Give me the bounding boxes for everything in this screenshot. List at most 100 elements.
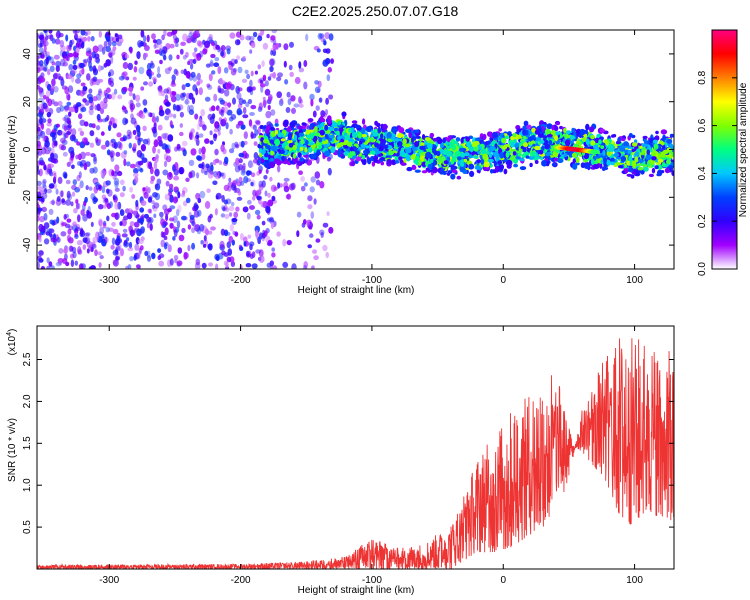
heatmap-cell	[446, 150, 453, 157]
heatmap-cell	[480, 158, 485, 165]
heatmap-cell	[396, 133, 403, 139]
snr-y-tick-label: 2.0	[22, 394, 33, 408]
heatmap-cell	[187, 104, 191, 113]
heatmap-cell	[187, 244, 191, 252]
heatmap-cell	[326, 157, 331, 162]
heatmap-cell	[202, 39, 206, 45]
heatmap-cell	[152, 126, 157, 134]
heatmap-cell	[217, 124, 222, 132]
heatmap-cell	[405, 154, 411, 162]
heatmap-cell	[70, 259, 75, 268]
heatmap-cell	[237, 87, 243, 92]
heatmap-cell	[325, 251, 330, 259]
heatmap-cell	[45, 231, 51, 236]
heatmap-cell	[135, 199, 139, 208]
heatmap-cell	[313, 135, 318, 142]
heatmap-cell	[169, 258, 174, 266]
heatmap-cell	[452, 156, 457, 162]
heatmap-cell	[37, 43, 43, 49]
heatmap-x-tick-label: -100	[362, 275, 382, 286]
heatmap-cell	[88, 48, 92, 54]
heatmap-cell	[99, 100, 105, 109]
heatmap-cell	[163, 30, 167, 37]
heatmap-cell	[90, 153, 96, 158]
heatmap-cell	[303, 60, 308, 67]
heatmap-cell	[599, 128, 606, 133]
heatmap-cell	[483, 166, 488, 172]
heatmap-cell	[175, 93, 181, 101]
heatmap-cell	[74, 260, 79, 266]
heatmap-cell	[337, 120, 341, 126]
heatmap-cell	[146, 255, 152, 262]
heatmap-cell	[94, 249, 98, 257]
heatmap-cell	[208, 262, 213, 267]
heatmap-cell	[654, 165, 659, 170]
heatmap-cell	[245, 263, 252, 268]
heatmap-cell	[474, 165, 481, 170]
heatmap-cell	[345, 134, 351, 141]
heatmap-cell	[225, 231, 231, 236]
heatmap-cell	[63, 132, 67, 140]
heatmap-cell	[42, 180, 47, 189]
heatmap-cell	[499, 151, 504, 159]
heatmap-cell	[513, 139, 517, 144]
heatmap-cell	[355, 156, 362, 162]
heatmap-cell	[271, 195, 276, 202]
heatmap-cell	[47, 118, 52, 124]
heatmap-cell	[664, 167, 671, 174]
heatmap-cell	[288, 183, 295, 191]
heatmap-cell	[117, 94, 123, 100]
heatmap-cell	[51, 78, 56, 87]
heatmap-cell	[286, 127, 292, 133]
heatmap-cell	[58, 32, 64, 38]
heatmap-cell	[194, 53, 201, 62]
heatmap-cell	[262, 229, 266, 235]
heatmap-cell	[141, 157, 148, 163]
heatmap-cell	[319, 181, 325, 189]
heatmap-cell	[259, 79, 264, 84]
heatmap-cell	[91, 51, 97, 59]
heatmap-cell	[227, 102, 232, 108]
heatmap-cell	[566, 130, 571, 135]
heatmap-cell	[259, 77, 265, 83]
heatmap-cell	[277, 164, 281, 173]
heatmap-cell	[284, 145, 290, 150]
heatmap-cell	[159, 59, 163, 65]
heatmap-cell	[48, 30, 53, 34]
heatmap-cell	[246, 212, 251, 220]
heatmap-cell	[68, 106, 75, 113]
heatmap-cell	[74, 33, 78, 41]
heatmap-cell	[631, 160, 637, 167]
heatmap-cell	[148, 216, 154, 224]
heatmap-cell	[237, 120, 244, 126]
heatmap-cell	[408, 131, 413, 139]
heatmap-cell	[92, 76, 98, 82]
heatmap-cell	[489, 169, 494, 174]
heatmap-cell	[98, 88, 102, 94]
heatmap-cell	[56, 236, 61, 243]
heatmap-cell	[39, 215, 45, 223]
heatmap-cell	[219, 77, 223, 85]
heatmap-cell	[188, 211, 192, 218]
heatmap-cell	[388, 150, 394, 156]
heatmap-cell	[37, 169, 41, 175]
heatmap-cell	[115, 151, 121, 157]
heatmap-cell	[46, 188, 53, 194]
heatmap-cell	[164, 227, 169, 236]
heatmap-cell	[336, 136, 341, 140]
heatmap-cell	[598, 139, 602, 145]
heatmap-cell	[460, 138, 464, 144]
heatmap-cell	[386, 158, 392, 165]
heatmap-cell	[303, 261, 309, 269]
heatmap-cell	[254, 209, 261, 216]
heatmap-cell	[262, 74, 267, 82]
heatmap-cell	[231, 217, 238, 223]
colorbar-tick-label: 0.8	[697, 70, 708, 84]
heatmap-cell	[492, 132, 498, 139]
heatmap-cell	[188, 130, 194, 138]
heatmap-cell	[211, 113, 216, 120]
heatmap-cell	[212, 159, 217, 166]
heatmap-cell	[112, 123, 117, 129]
heatmap-cell	[369, 147, 373, 152]
heatmap-cell	[132, 93, 136, 101]
